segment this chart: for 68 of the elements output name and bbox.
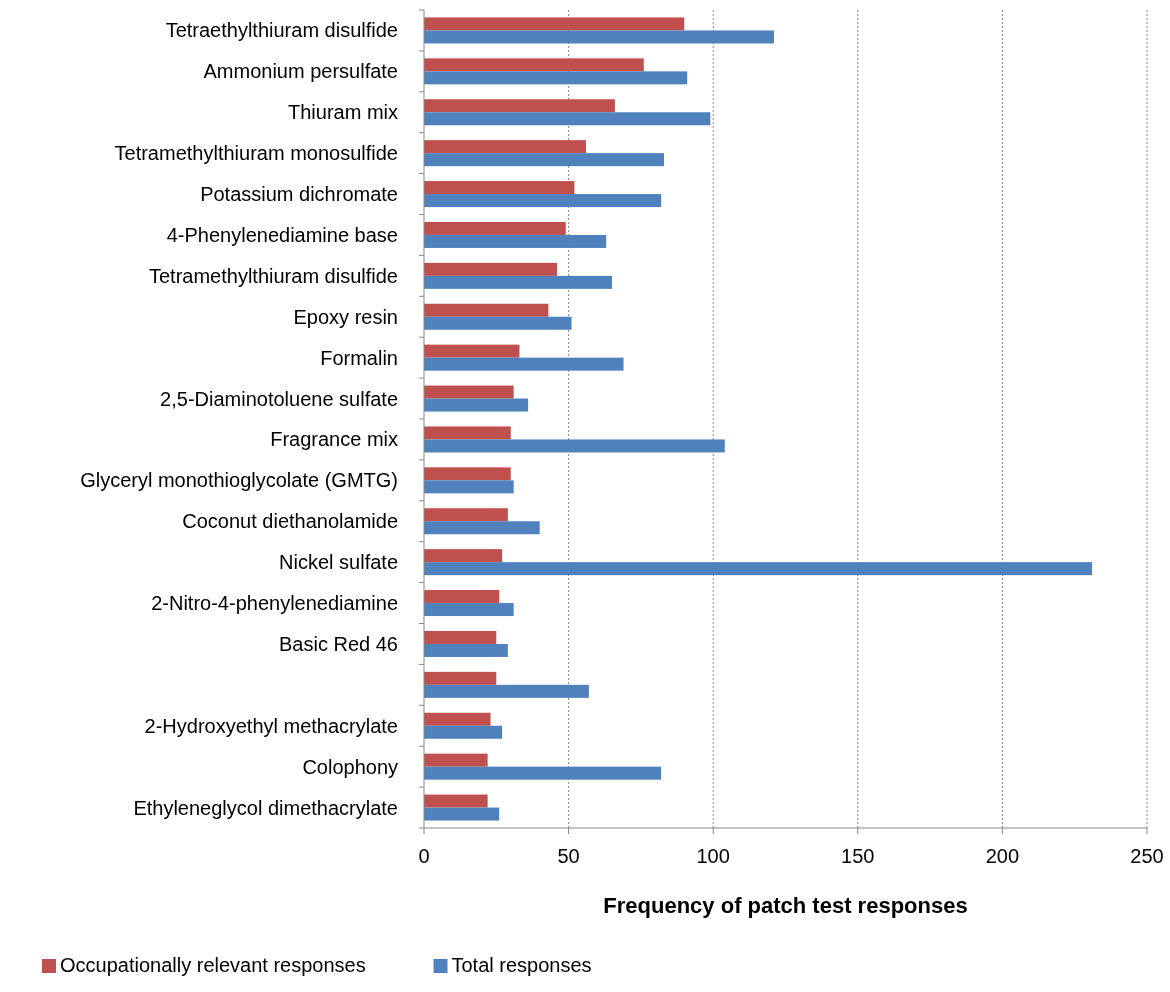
bar [424, 344, 520, 358]
bar [424, 590, 500, 604]
y-tick-label: Glyceryl monothioglycolate (GMTG) [80, 469, 398, 492]
bar [424, 643, 508, 657]
y-tick-label: Formalin [320, 346, 398, 369]
bar [424, 140, 586, 154]
bar [424, 357, 624, 371]
y-tick-label: Tetraethylthiuram disulfide [165, 19, 398, 42]
bar [424, 712, 491, 726]
legend-label: Occupationally relevant responses [60, 954, 366, 976]
bar [424, 753, 488, 767]
y-tick-label: Tetramethylthiuram monosulfide [114, 142, 398, 165]
bar [424, 316, 572, 330]
bar [424, 153, 665, 167]
bar [424, 766, 662, 780]
bar [424, 630, 497, 644]
y-tick-label: Epoxy resin [293, 305, 398, 328]
y-tick-label: Colophony [302, 755, 398, 778]
bar [424, 794, 488, 808]
bar [424, 17, 685, 31]
x-tick-label: 0 [418, 845, 430, 867]
bar [424, 71, 688, 85]
bar [424, 234, 607, 248]
bar [424, 181, 575, 195]
bar [424, 521, 540, 535]
bar [424, 303, 549, 317]
x-tick-label: 250 [1130, 845, 1164, 867]
y-tick-label: 4-Phenylenediamine base [166, 223, 398, 246]
bar [424, 603, 514, 617]
bar [424, 385, 514, 399]
bar [424, 194, 662, 208]
y-tick-label: Fragrance mix [270, 428, 398, 451]
bar [424, 725, 503, 739]
y-tick-label: Ethyleneglycol dimethacrylate [133, 796, 398, 819]
bar [424, 684, 589, 698]
y-tick-label: Basic Red 46 [279, 632, 398, 655]
x-tick-label: 150 [841, 845, 875, 867]
x-axis-title: Frequency of patch test responses [603, 893, 968, 918]
legend-label: Total responses [451, 954, 592, 976]
y-tick-label: 2-Hydroxyethyl methacrylate [144, 714, 398, 737]
y-tick-label: Coconut diethanolamide [182, 510, 398, 533]
bar [424, 426, 511, 440]
y-tick-label: Nickel sulfate [279, 551, 398, 574]
bar [424, 262, 558, 276]
bar [424, 221, 566, 235]
bar [424, 549, 503, 563]
bar [424, 562, 1093, 576]
y-tick-label: Ammonium persulfate [203, 60, 398, 83]
y-tick-label: Tetramethylthiuram disulfide [149, 264, 398, 287]
bar [424, 480, 514, 494]
bar [424, 275, 612, 289]
y-tick-label: Potassium dichromate [200, 183, 398, 206]
bar [424, 398, 529, 412]
y-tick-label: 2,5-Diaminotoluene sulfate [160, 387, 398, 410]
bar [424, 807, 500, 821]
bar [424, 671, 497, 685]
x-tick-label: 50 [557, 845, 580, 867]
x-tick-label: 100 [696, 845, 730, 867]
bar [424, 99, 615, 113]
y-tick-label: Thiuram mix [287, 101, 398, 124]
bar [424, 508, 508, 522]
y-tick-label: 2-Nitro-4-phenylenediamine [151, 592, 398, 615]
bar [424, 467, 511, 481]
bar [424, 112, 711, 126]
bar [424, 58, 644, 72]
bar [424, 439, 725, 453]
x-tick-label: 200 [985, 845, 1020, 867]
bar [424, 30, 774, 44]
